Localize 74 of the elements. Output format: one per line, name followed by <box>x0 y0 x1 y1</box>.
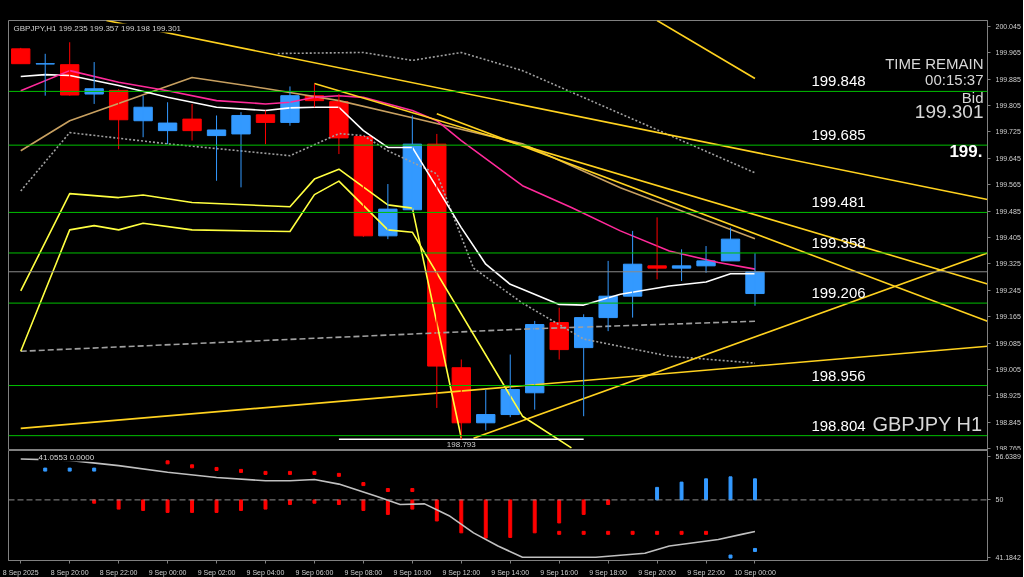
bar <box>753 478 757 501</box>
bar <box>385 499 390 515</box>
bar <box>728 476 733 501</box>
bar <box>361 499 366 511</box>
ref-line-label: 198.956 <box>811 366 866 384</box>
bar <box>483 499 488 539</box>
point <box>239 468 244 473</box>
annotation: 198.793 <box>446 440 477 450</box>
chart-title: GBPJPY,H1 199.235 199.357 199.198 199.301 <box>13 23 182 33</box>
point <box>630 530 635 535</box>
candlestick <box>476 389 496 431</box>
point <box>410 488 415 493</box>
candlestick <box>255 110 276 145</box>
bar <box>239 499 243 511</box>
point <box>581 530 586 535</box>
point <box>214 466 219 471</box>
bar <box>141 499 146 511</box>
candlestick <box>231 111 251 188</box>
point <box>679 530 684 535</box>
bar <box>532 499 537 534</box>
ref-line-label: 199.481 <box>811 193 866 211</box>
annotation: 199. <box>949 141 983 161</box>
bar <box>214 499 219 513</box>
candlestick <box>35 53 55 97</box>
point <box>312 470 317 475</box>
point <box>655 530 660 535</box>
bar <box>312 499 317 504</box>
ref-line-label: 199.685 <box>811 126 866 144</box>
point <box>606 530 611 535</box>
bar <box>165 499 170 513</box>
bar <box>557 499 562 524</box>
line-series <box>276 51 756 174</box>
bar <box>679 481 684 501</box>
candlestick <box>720 227 741 262</box>
annotation: TIME REMAIN <box>885 54 984 72</box>
bar <box>655 486 660 501</box>
line-series <box>19 458 756 559</box>
point <box>704 530 709 535</box>
ref-line-label: 198.804 <box>811 416 866 434</box>
point <box>287 470 292 475</box>
point <box>336 472 341 477</box>
bar <box>581 499 586 515</box>
bar <box>508 499 513 538</box>
point <box>92 467 97 472</box>
candlestick <box>133 95 153 138</box>
bar <box>459 499 464 534</box>
annotation: 00:15:37 <box>925 70 984 88</box>
point <box>263 470 268 475</box>
line-series <box>19 76 756 240</box>
candlestick <box>500 354 520 418</box>
point <box>165 460 170 465</box>
annotation: 41.0553 0.0000 <box>38 452 95 462</box>
candlestick <box>182 103 202 142</box>
bar <box>190 499 195 513</box>
point <box>728 554 733 559</box>
point <box>43 467 48 472</box>
ref-line-label: 199.206 <box>811 284 866 302</box>
point <box>361 482 366 487</box>
ref-line-label: 199.848 <box>811 72 866 90</box>
point <box>752 547 757 552</box>
annotation: GBPJPY H1 <box>872 412 983 435</box>
candlestick <box>157 101 178 145</box>
bar <box>704 478 709 501</box>
line-series <box>19 131 756 364</box>
point <box>190 464 195 469</box>
point <box>557 530 562 535</box>
point <box>385 488 390 493</box>
point <box>67 467 72 472</box>
candlestick <box>206 114 227 182</box>
candlestick <box>671 248 692 282</box>
candlestick <box>549 307 569 360</box>
candlestick <box>647 216 667 280</box>
candlestick <box>525 320 545 411</box>
candlestick <box>11 47 31 65</box>
